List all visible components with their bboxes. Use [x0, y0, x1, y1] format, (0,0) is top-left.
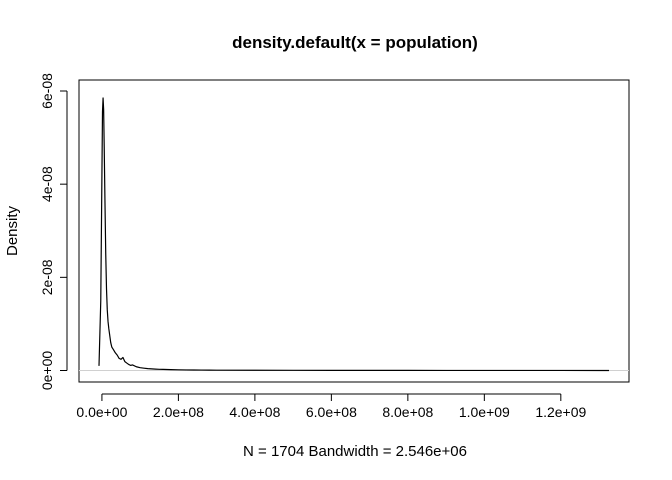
y-tick-label: 6e-08 — [39, 73, 55, 109]
x-axis-label: N = 1704 Bandwidth = 2.546e+06 — [243, 443, 467, 460]
plot-frame — [78, 79, 630, 383]
y-axis-label: Density — [4, 205, 21, 256]
y-tick-label: 2e-08 — [39, 259, 55, 295]
chart-title: density.default(x = population) — [232, 33, 478, 52]
x-tick-label: 4.0e+08 — [229, 404, 280, 420]
y-axis: 0e+00 2e-08 4e-08 6e-08 — [39, 73, 68, 391]
density-curve — [98, 97, 610, 372]
x-tick-label: 1.2e+09 — [535, 404, 586, 420]
x-axis: 0.0e+00 2.0e+08 4.0e+08 6.0e+08 8.0e+08 1.0e+… — [76, 393, 587, 420]
x-tick-label: 6.0e+08 — [306, 404, 357, 420]
y-tick-label: 4e-08 — [39, 166, 55, 202]
x-tick-label: 2.0e+08 — [153, 404, 204, 420]
x-tick-label: 0.0e+00 — [76, 404, 127, 420]
x-tick-label: 8.0e+08 — [382, 404, 433, 420]
y-tick-label: 0e+00 — [39, 351, 55, 391]
x-tick-label: 1.0e+09 — [459, 404, 510, 420]
